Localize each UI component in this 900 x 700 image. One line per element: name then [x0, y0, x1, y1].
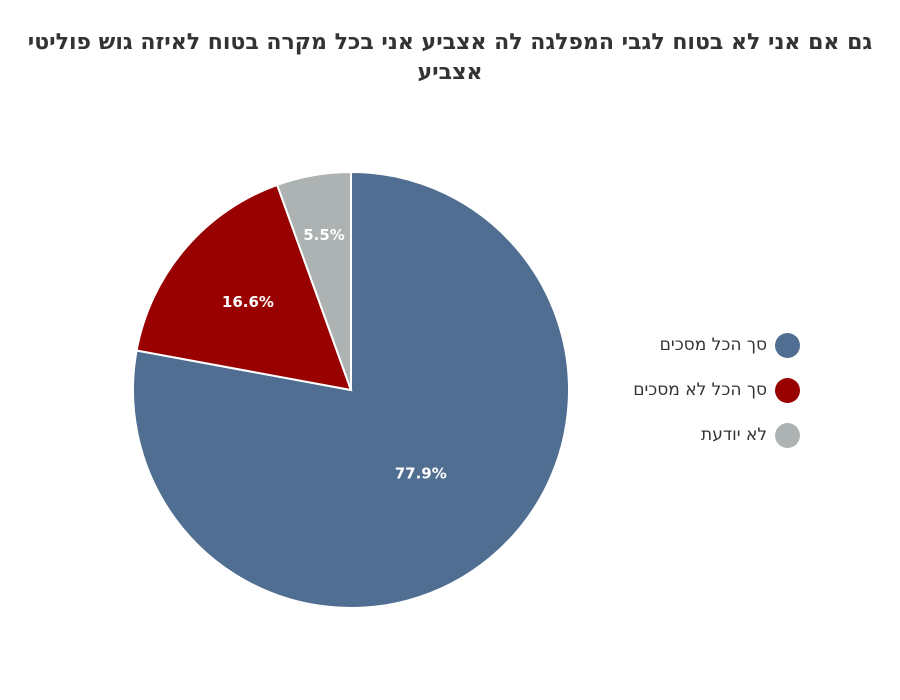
slice-value-label: 5.5%: [303, 226, 345, 244]
legend-label: סך הכל לא מסכים: [633, 380, 767, 400]
legend-item[interactable]: סך הכל מסכים: [600, 328, 800, 362]
legend-item[interactable]: לא יודעת: [600, 418, 800, 452]
legend-label: לא יודעת: [701, 425, 767, 445]
pie-slice-2[interactable]: [135, 183, 353, 392]
slice-value-label: 16.6%: [222, 293, 274, 311]
slice-value-label: 77.9%: [395, 464, 447, 482]
pie-value-labels: 77.9% 16.6% 5.5%: [222, 226, 447, 482]
legend-swatch: [775, 377, 800, 403]
chart-title: גם אם אני לא בטוח לגבי המפלגה לה אצביע א…: [27, 30, 873, 85]
legend-swatch: [775, 422, 800, 448]
legend-item[interactable]: סך הכל לא מסכים: [600, 373, 800, 407]
legend-label: סך הכל מסכים: [659, 335, 767, 355]
pie-slices: [132, 170, 570, 609]
legend-swatch: [775, 332, 800, 358]
legend: סך הכל מסכים סך הכל לא מסכים לא יודעת: [600, 328, 800, 463]
pie-slice-3[interactable]: [275, 170, 352, 391]
